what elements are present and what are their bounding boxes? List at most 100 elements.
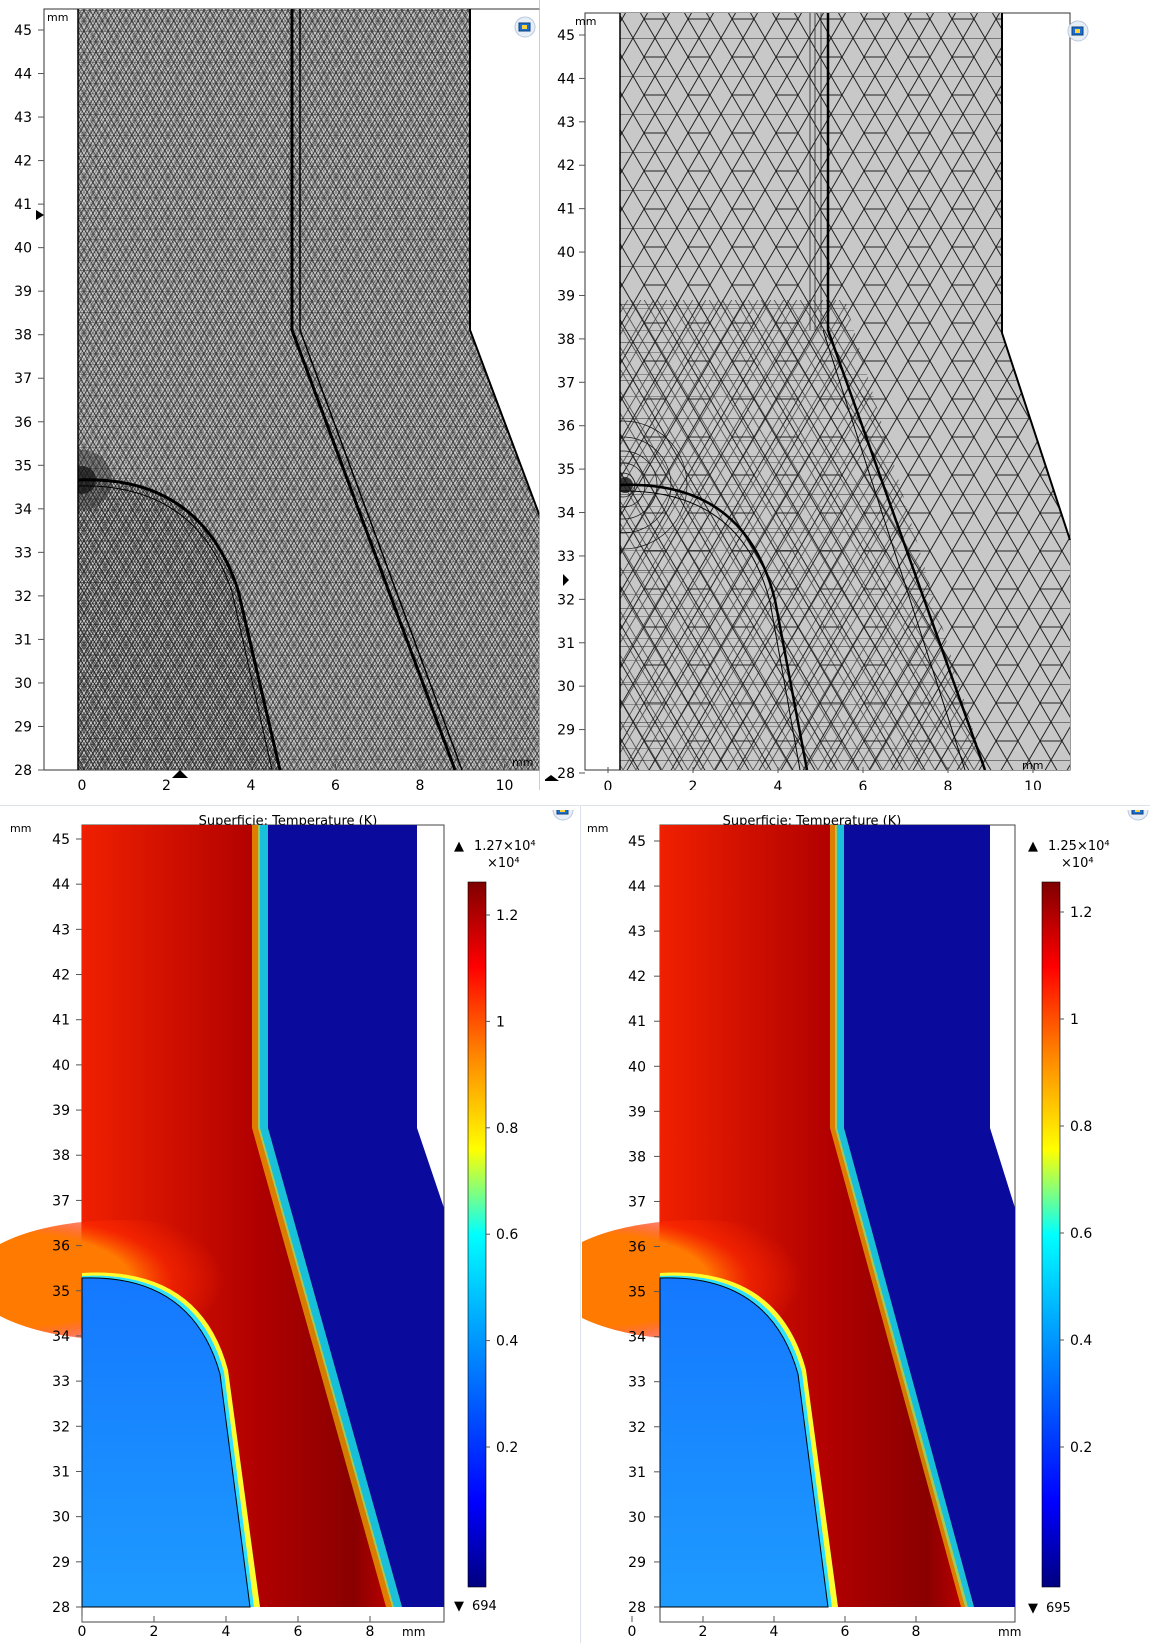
row-divider — [0, 805, 1150, 806]
x-tick-label: 2 — [689, 779, 698, 790]
x-tick-label: 2 — [162, 778, 171, 790]
x-tick-label: 8 — [416, 778, 425, 790]
y-tick-label: 42 — [52, 968, 70, 984]
y-marker-icon[interactable] — [563, 574, 569, 586]
camera-view-icon[interactable] — [552, 810, 574, 821]
colorbar-tick-label: 1 — [496, 1014, 505, 1030]
column-divider — [580, 805, 581, 1643]
colorbar — [1041, 881, 1061, 1588]
colorbar-tick-label: 1 — [1070, 1012, 1079, 1028]
min-indicator-icon: ▼ — [1028, 1601, 1038, 1616]
y-tick-label: 44 — [52, 877, 70, 893]
x-tick-labels: 0 2 4 6 8 — [628, 1616, 920, 1640]
y-tick-labels: 45 44 43 42 41 40 39 38 37 36 35 34 33 32 31 30 29 28 — [628, 834, 660, 1616]
max-indicator-icon: ▲ — [454, 839, 464, 854]
y-tick-label: 30 — [52, 1510, 70, 1526]
x-tick-label: 4 — [774, 779, 783, 790]
colorbar-tick-label: 0.4 — [1070, 1333, 1092, 1349]
y-tick-label: 33 — [14, 545, 32, 561]
y-tick-label: 44 — [628, 879, 646, 895]
y-tick-label: 34 — [557, 506, 575, 522]
y-tick-label: 37 — [52, 1193, 70, 1209]
y-tick-label: 39 — [557, 288, 575, 304]
temperature-left-canvas[interactable]: Superficie: Temperature (K) mm mm 454443… — [0, 810, 578, 1643]
x-tick-label: 6 — [859, 779, 868, 790]
x-marker-icon[interactable] — [172, 770, 188, 778]
y-tick-label: 39 — [628, 1104, 646, 1120]
max-value-label: 1.25×10⁴ — [1048, 839, 1110, 854]
y-tick-label: 33 — [628, 1375, 646, 1391]
colorbar-tick-labels: 1.2 1 0.8 0.6 0.4 0.2 — [1060, 905, 1092, 1456]
y-tick-label: 30 — [628, 1510, 646, 1526]
y-marker-icon[interactable] — [36, 210, 44, 220]
mesh-plot-fine[interactable]: mm mm 45 44 43 42 41 40 39 38 37 36 35 34 33 32 31 30 29… — [0, 0, 540, 790]
y-tick-label: 44 — [14, 67, 32, 83]
mesh-coarse-canvas[interactable]: mm mm 4544434241403938373635343332313029… — [545, 0, 1150, 790]
y-tick-label: 30 — [557, 679, 575, 695]
colorbar-tick-label: 1.2 — [496, 908, 518, 924]
y-tick-label: 37 — [557, 375, 575, 391]
geometry-edges — [77, 9, 540, 771]
y-tick-label: 38 — [14, 328, 32, 344]
y-tick-label: 39 — [14, 284, 32, 300]
y-tick-labels: 45 44 43 42 41 40 39 38 37 36 35 34 33 32 31 30 29 28 — [14, 23, 44, 779]
y-tick-label: 29 — [557, 723, 575, 739]
temperature-right-canvas[interactable]: Superficie: Temperature (K) mm mm 454443… — [582, 810, 1150, 1643]
camera-view-icon[interactable] — [1127, 810, 1149, 821]
mesh-domain — [620, 13, 1070, 770]
y-tick-label: 41 — [14, 197, 32, 213]
mesh-fine-canvas[interactable]: mm mm 4544434241403938373635343332313029… — [0, 0, 540, 790]
y-tick-label: 38 — [557, 332, 575, 348]
y-tick-label: 31 — [557, 636, 575, 652]
x-tick-label: 8 — [366, 1624, 375, 1640]
y-tick-label: 41 — [628, 1014, 646, 1030]
y-tick-label: 36 — [14, 415, 32, 431]
max-value-label: 1.27×10⁴ — [474, 839, 536, 854]
y-tick-label: 28 — [52, 1600, 70, 1616]
y-tick-label: 34 — [628, 1330, 646, 1346]
y-tick-label: 33 — [52, 1374, 70, 1390]
y-tick-label: 34 — [52, 1329, 70, 1345]
y-tick-label: 45 — [557, 28, 575, 44]
y-tick-label: 28 — [557, 766, 575, 782]
x-unit-label: mm — [512, 756, 533, 769]
camera-view-icon[interactable] — [514, 16, 536, 38]
y-tick-label: 29 — [14, 719, 32, 735]
min-value-label: 695 — [1046, 1601, 1071, 1616]
x-tick-label: 10 — [1024, 779, 1042, 790]
y-tick-labels: 45 44 43 42 41 40 39 38 37 36 35 34 33 32 31 30 29 28 — [52, 832, 82, 1616]
colorbar-tick-label: 0.2 — [1070, 1440, 1092, 1456]
y-tick-label: 32 — [628, 1420, 646, 1436]
x-marker-icon[interactable] — [545, 775, 559, 781]
colorbar-tick-label: 0.6 — [496, 1227, 518, 1243]
min-value-label: 694 — [472, 1599, 497, 1614]
y-tick-label: 32 — [52, 1419, 70, 1435]
x-unit-label: mm — [1022, 759, 1043, 772]
colorbar-tick-label: 1.2 — [1070, 905, 1092, 921]
camera-view-icon[interactable] — [1067, 20, 1089, 42]
colorbar-tick-label: 0.4 — [496, 1334, 518, 1350]
colorbar-scale-label: ×10⁴ — [1061, 856, 1094, 871]
x-unit-label: mm — [402, 1625, 425, 1639]
mesh-plot-coarse[interactable]: mm mm 45 44 43 42 41 40 39 38 37 36 35 34 33 32 31 30 29… — [545, 0, 1150, 790]
y-tick-label: 38 — [628, 1149, 646, 1165]
colorbar-tick-label: 0.6 — [1070, 1226, 1092, 1242]
y-tick-label: 32 — [557, 592, 575, 608]
x-tick-label: 0 — [628, 1624, 637, 1640]
x-tick-labels: 0 2 4 6 8 10 — [78, 764, 513, 790]
x-tick-label: 6 — [841, 1624, 850, 1640]
y-tick-label: 35 — [628, 1285, 646, 1301]
temperature-plot-right[interactable]: Superficie: Temperature (K) mm mm 45 44 43… — [582, 810, 1150, 1643]
colorbar-tick-labels: 1.2 1 0.8 0.6 0.4 0.2 — [486, 908, 518, 1456]
y-tick-labels: 45 44 43 42 41 40 39 38 37 36 35 34 33 32 31 30 29 28 — [557, 28, 585, 782]
temperature-plot-left[interactable]: Superficie: Temperature (K) mm mm 45 44 43… — [0, 810, 578, 1643]
y-tick-label: 40 — [628, 1059, 646, 1075]
geometry-edges — [619, 13, 1071, 771]
y-tick-label: 42 — [557, 158, 575, 174]
x-tick-label: 2 — [150, 1624, 159, 1640]
y-tick-label: 37 — [628, 1194, 646, 1210]
temperature-field — [0, 825, 444, 1608]
x-tick-label: 8 — [944, 779, 953, 790]
y-tick-label: 40 — [52, 1058, 70, 1074]
y-tick-label: 29 — [52, 1555, 70, 1571]
